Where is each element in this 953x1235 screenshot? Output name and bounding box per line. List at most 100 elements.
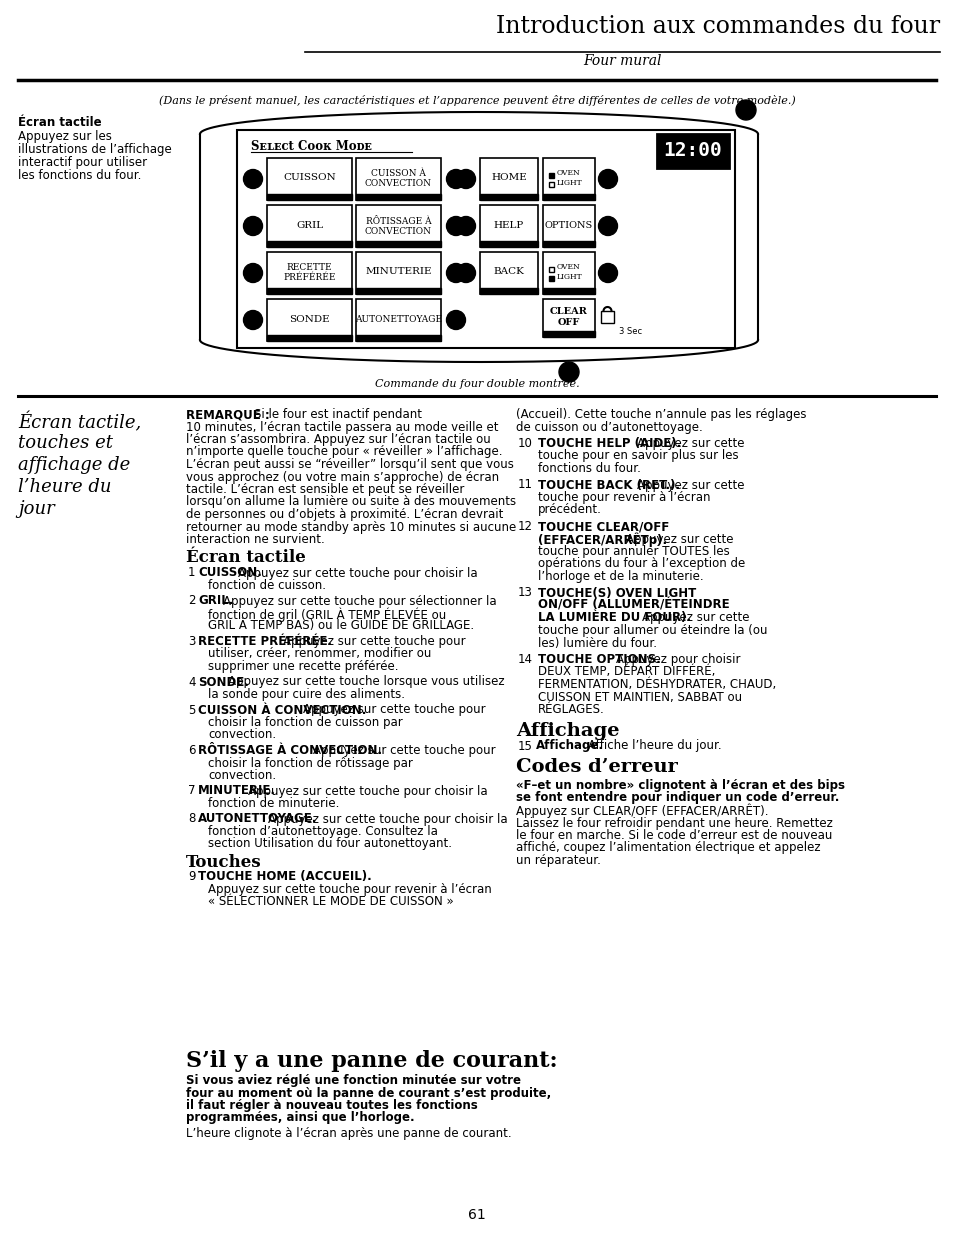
- Text: touche pour en savoir plus sur les: touche pour en savoir plus sur les: [537, 450, 738, 462]
- Text: affichage de: affichage de: [18, 456, 131, 474]
- Circle shape: [456, 169, 475, 189]
- Text: 7: 7: [188, 784, 195, 798]
- Text: RECETTE PRÉFÉRÉE.: RECETTE PRÉFÉRÉE.: [198, 635, 332, 648]
- Bar: [542, 288, 595, 294]
- Text: 4: 4: [249, 315, 256, 325]
- Bar: [542, 331, 595, 337]
- Bar: [355, 252, 440, 294]
- Text: touche pour annuler TOUTES les: touche pour annuler TOUTES les: [537, 545, 729, 558]
- Bar: [542, 241, 595, 247]
- Bar: [548, 267, 554, 272]
- Text: fonctions du four.: fonctions du four.: [537, 462, 640, 475]
- Text: « SÉLECTIONNER LE MODE DE CUISSON »: « SÉLECTIONNER LE MODE DE CUISSON »: [208, 895, 454, 908]
- Text: 14: 14: [517, 653, 533, 666]
- Circle shape: [558, 362, 578, 382]
- Bar: [479, 194, 537, 200]
- Bar: [355, 241, 440, 247]
- Text: Appuyez sur cette: Appuyez sur cette: [641, 611, 749, 625]
- Text: programmées, ainsi que l’horloge.: programmées, ainsi que l’horloge.: [186, 1112, 415, 1125]
- Text: convection.: convection.: [208, 729, 275, 741]
- Bar: [542, 299, 595, 337]
- Bar: [542, 158, 595, 200]
- Text: 5: 5: [452, 174, 459, 184]
- Text: Four mural: Four mural: [582, 54, 660, 68]
- Text: l’horloge et de la minuterie.: l’horloge et de la minuterie.: [537, 571, 703, 583]
- Bar: [355, 288, 440, 294]
- Text: 11: 11: [517, 478, 533, 492]
- Bar: [267, 335, 352, 341]
- Text: affiché, coupez l’alimentation électrique et appelez: affiché, coupez l’alimentation électriqu…: [516, 841, 820, 855]
- Bar: [542, 252, 595, 294]
- Text: PRÉFÉRÉE: PRÉFÉRÉE: [283, 273, 335, 283]
- Text: four au moment où la panne de courant s’est produite,: four au moment où la panne de courant s’…: [186, 1087, 551, 1099]
- Text: TOUCHE HELP (AIDE).: TOUCHE HELP (AIDE).: [537, 437, 680, 450]
- Text: illustrations de l’affichage: illustrations de l’affichage: [18, 143, 172, 156]
- Text: Écran tactile: Écran tactile: [18, 116, 102, 128]
- Text: 10 minutes, l’écran tactile passera au mode veille et: 10 minutes, l’écran tactile passera au m…: [186, 420, 498, 433]
- Text: Affichage: Affichage: [516, 721, 618, 740]
- Bar: [355, 299, 440, 341]
- Text: OPTIONS: OPTIONS: [544, 221, 593, 230]
- Text: choisir la fonction de rôtissage par: choisir la fonction de rôtissage par: [208, 757, 413, 769]
- Bar: [267, 252, 352, 294]
- Bar: [479, 205, 537, 247]
- Bar: [267, 158, 352, 200]
- Bar: [479, 241, 537, 247]
- Text: 1: 1: [249, 174, 256, 184]
- Text: TOUCHE BACK (RET.).: TOUCHE BACK (RET.).: [537, 478, 679, 492]
- Text: Si le four est inactif pendant: Si le four est inactif pendant: [253, 408, 421, 421]
- Bar: [267, 194, 352, 200]
- Text: 3: 3: [188, 635, 195, 648]
- Text: précédent.: précédent.: [537, 504, 601, 516]
- Text: fonction d’autonettoyage. Consultez la: fonction d’autonettoyage. Consultez la: [208, 825, 437, 839]
- Text: MINUTERIE.: MINUTERIE.: [198, 784, 275, 798]
- Circle shape: [598, 216, 617, 236]
- Text: CUISSON À: CUISSON À: [371, 169, 425, 179]
- Text: l’écran s’assombrira. Appuyez sur l’écran tactile ou: l’écran s’assombrira. Appuyez sur l’écra…: [186, 433, 490, 446]
- Text: HELP: HELP: [494, 221, 523, 230]
- Text: 7: 7: [452, 268, 459, 278]
- Bar: [542, 205, 595, 247]
- Text: Écran tactile,: Écran tactile,: [18, 412, 141, 432]
- Text: «F–et un nombre» clignotent à l’écran et des bips: «F–et un nombre» clignotent à l’écran et…: [516, 779, 844, 792]
- Bar: [236, 130, 734, 348]
- Circle shape: [446, 263, 465, 283]
- Text: S’il y a une panne de courant:: S’il y a une panne de courant:: [186, 1050, 558, 1072]
- Text: OVEN
LIGHT: OVEN LIGHT: [557, 169, 582, 186]
- Text: FERMENTATION, DÉSHYDRATER, CHAUD,: FERMENTATION, DÉSHYDRATER, CHAUD,: [537, 678, 776, 692]
- Text: Appuyez sur cette touche pour revenir à l’écran: Appuyez sur cette touche pour revenir à …: [208, 883, 491, 895]
- Text: AUTONETTOYAGE: AUTONETTOYAGE: [355, 315, 441, 324]
- Bar: [267, 288, 352, 294]
- Bar: [548, 173, 554, 178]
- Bar: [479, 158, 537, 200]
- Text: 13: 13: [517, 587, 533, 599]
- Text: Affiche l’heure du jour.: Affiche l’heure du jour.: [587, 740, 720, 752]
- Text: (Dans le présent manuel, les caractéristiques et l’apparence peuvent être différ: (Dans le présent manuel, les caractérist…: [158, 95, 795, 106]
- Text: GRIL.: GRIL.: [198, 594, 233, 608]
- Text: n’importe quelle touche pour « réveiller » l’affichage.: n’importe quelle touche pour « réveiller…: [186, 446, 502, 458]
- Text: Appuyez pour choisir: Appuyez pour choisir: [616, 653, 740, 666]
- Bar: [542, 194, 595, 200]
- Text: TOUCHE OPTIONS.: TOUCHE OPTIONS.: [537, 653, 660, 666]
- Text: 61: 61: [468, 1208, 485, 1221]
- Text: CLEAR
OFF: CLEAR OFF: [550, 308, 587, 327]
- Text: 11: 11: [458, 268, 473, 278]
- Bar: [355, 194, 440, 200]
- Text: CUISSON ET MAINTIEN, SABBAT ou: CUISSON ET MAINTIEN, SABBAT ou: [537, 690, 741, 704]
- Text: RÔTISSAGE À: RÔTISSAGE À: [365, 216, 431, 226]
- Text: fonction de gril (GRIL À TEMP ÉLEVÉE ou: fonction de gril (GRIL À TEMP ÉLEVÉE ou: [208, 606, 446, 621]
- Text: Appuyez sur cette touche pour: Appuyez sur cette touche pour: [283, 635, 465, 648]
- Text: 10: 10: [517, 437, 533, 450]
- Bar: [548, 275, 554, 282]
- Bar: [657, 135, 728, 168]
- Text: utiliser, créer, renommer, modifier ou: utiliser, créer, renommer, modifier ou: [208, 647, 431, 661]
- Circle shape: [446, 216, 465, 236]
- Text: 6: 6: [452, 221, 459, 231]
- Text: Appuyez sur cette: Appuyez sur cette: [637, 478, 743, 492]
- Text: BACK: BACK: [493, 268, 524, 277]
- Text: 15: 15: [738, 105, 753, 115]
- Text: Sᴇʟᴇct Cᴏᴏᴋ Mᴏᴅᴇ: Sᴇʟᴇct Cᴏᴏᴋ Mᴏᴅᴇ: [251, 140, 372, 153]
- Text: interactif pour utiliser: interactif pour utiliser: [18, 156, 147, 169]
- Text: Affichage.: Affichage.: [536, 740, 603, 752]
- Bar: [355, 335, 440, 341]
